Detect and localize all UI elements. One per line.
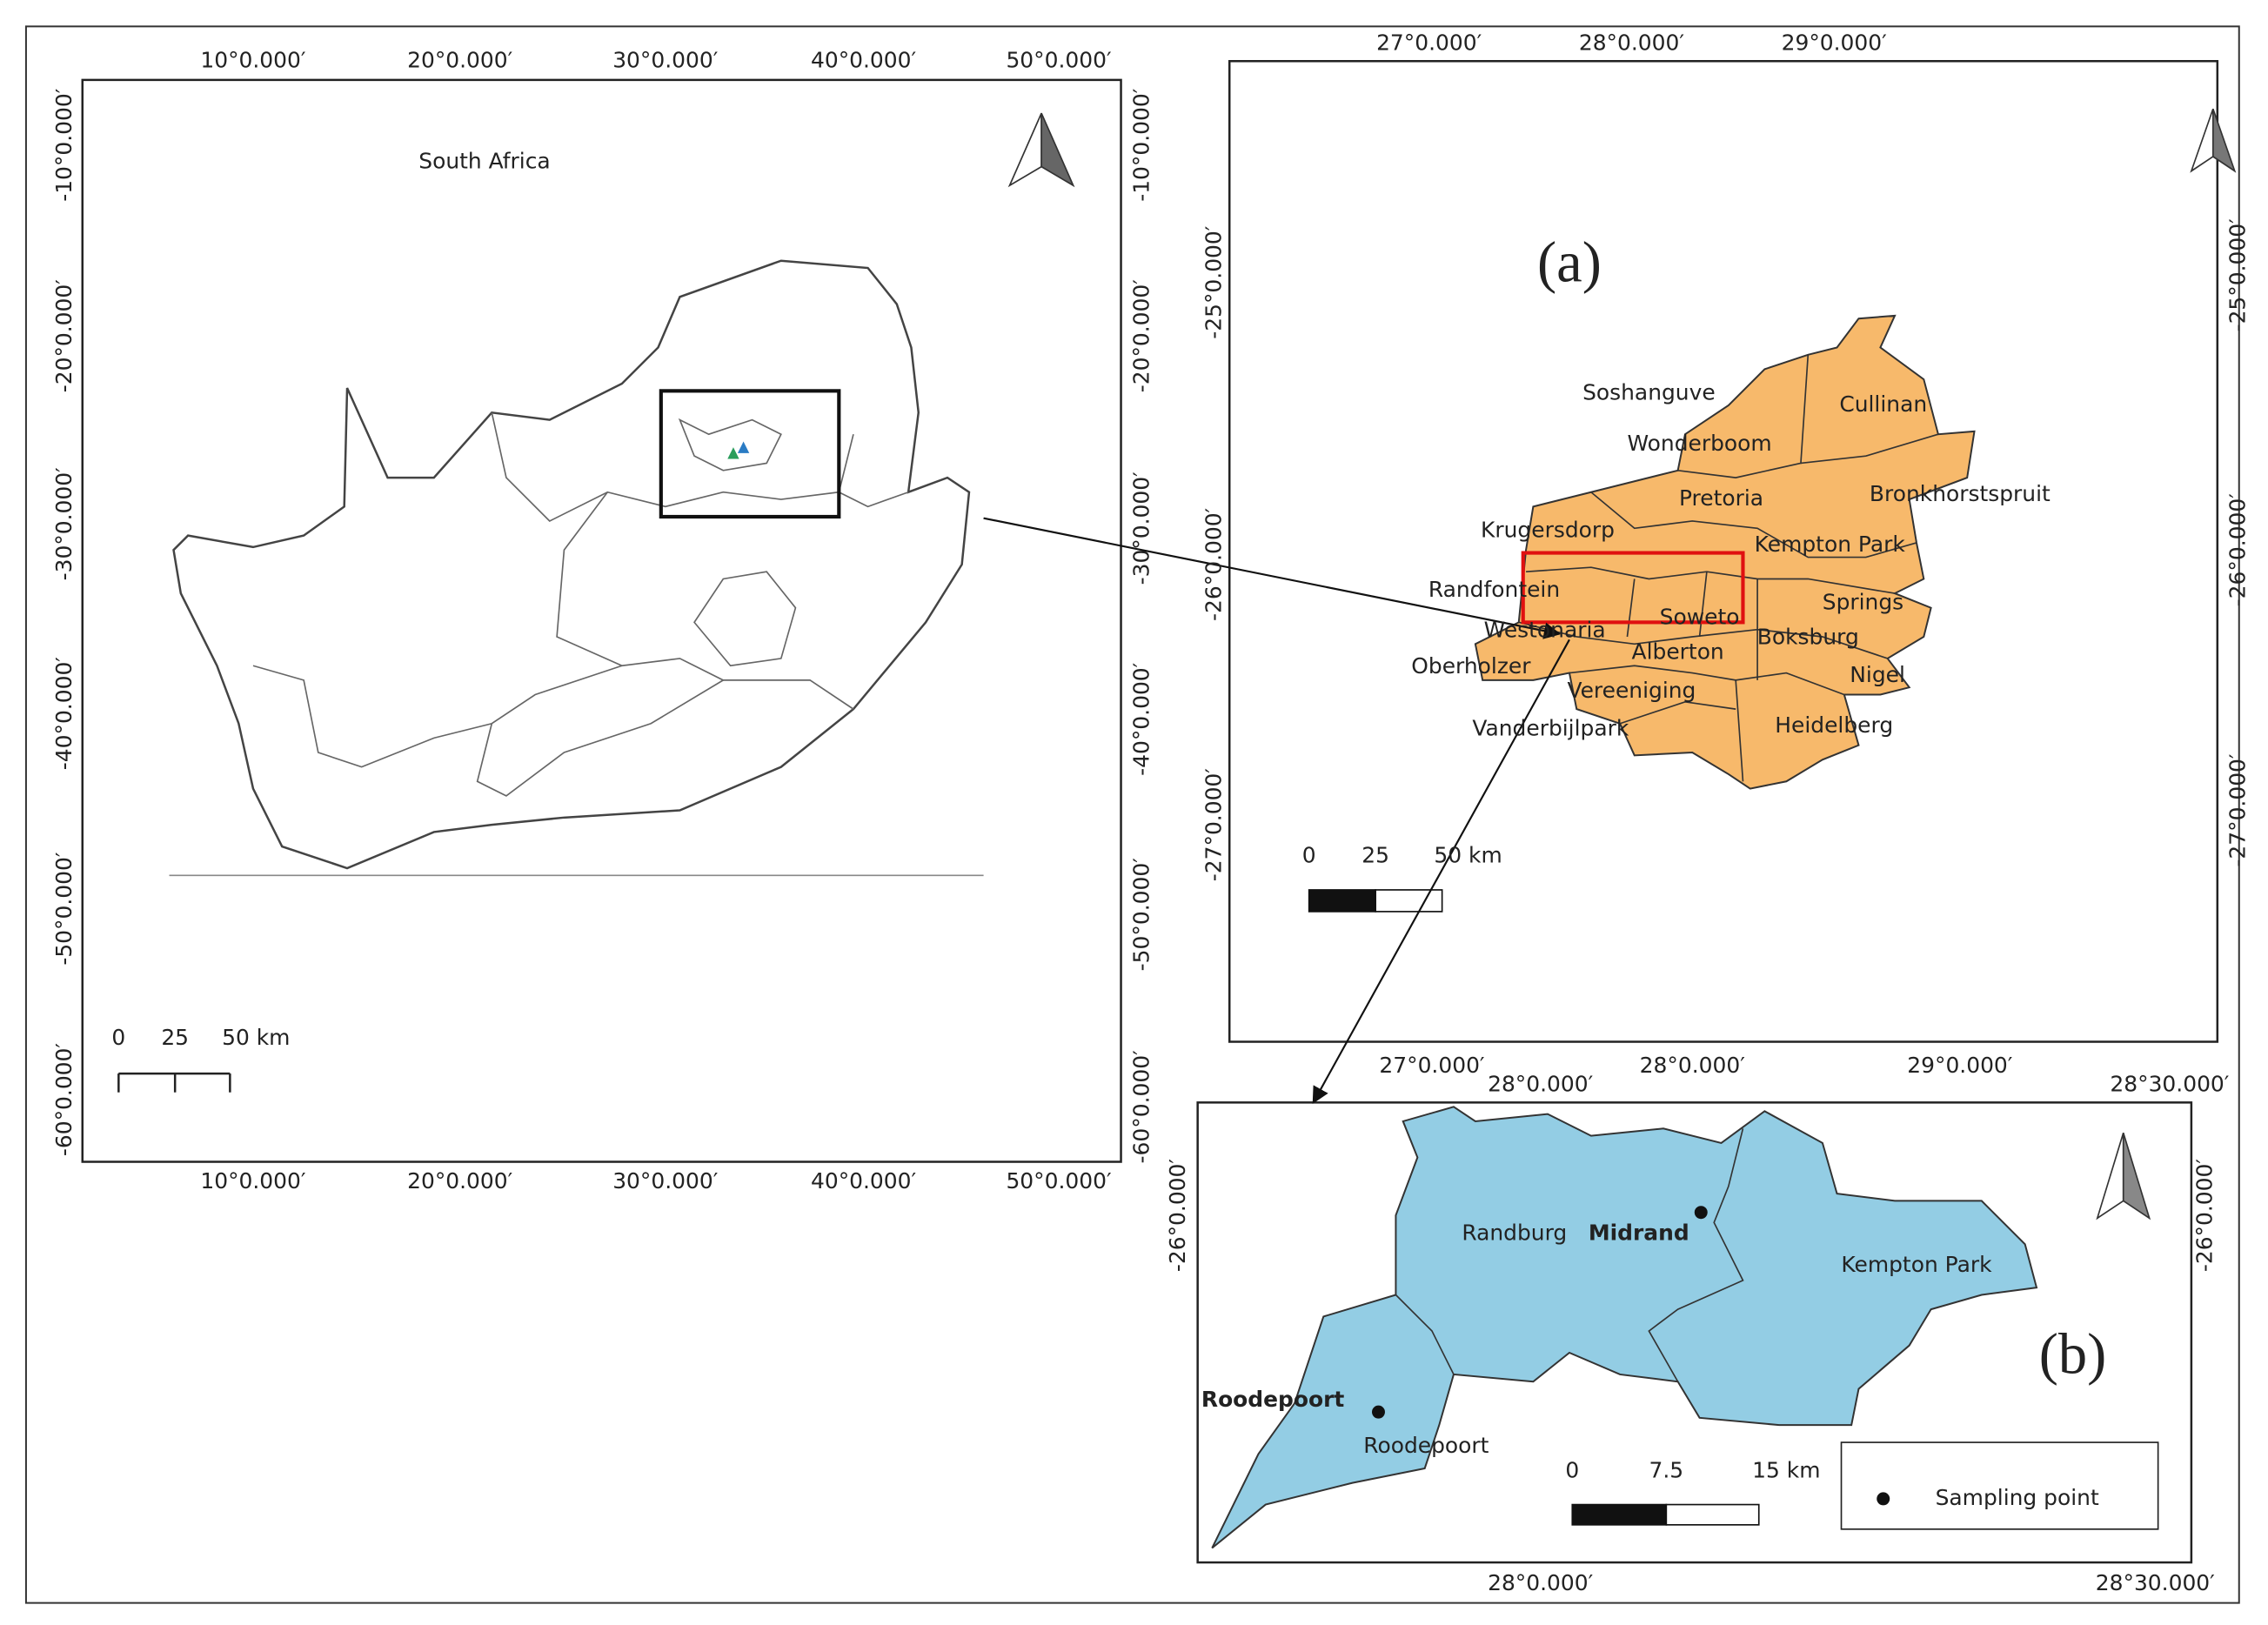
coord-label: -20°0.000′	[51, 279, 77, 393]
coord-label: -26°0.000′	[2192, 1159, 2218, 1273]
place-label: Oberholzer	[1411, 653, 1531, 679]
coord-label: -20°0.000′	[1128, 279, 1154, 393]
scale-bar	[117, 1072, 231, 1093]
scale-label: 15 km	[1752, 1457, 1820, 1482]
coord-label: 27°0.000′	[1376, 30, 1482, 55]
study-area	[1211, 1106, 2038, 1549]
coord-label: -40°0.000′	[51, 657, 77, 771]
coord-label: -10°0.000′	[51, 88, 77, 202]
coord-label: -27°0.000′	[2225, 753, 2251, 867]
place-label: Kempton Park	[1841, 1252, 1992, 1277]
place-label: Heidelberg	[1775, 712, 1893, 738]
coord-label: 10°0.000′	[200, 1168, 306, 1194]
north-arrow	[1007, 112, 1075, 188]
scale-label: 25	[161, 1025, 189, 1050]
place-label: Roodepoort	[1363, 1433, 1489, 1458]
place-label: Roodepoort	[1201, 1387, 1345, 1412]
place-label: Springs	[1823, 590, 1903, 615]
scale-label: 50 km	[1434, 843, 1502, 868]
connector-arrow	[1312, 639, 1570, 1105]
extent-box	[1521, 551, 1745, 625]
place-label: Cullinan	[1839, 391, 1927, 417]
coord-label: 28°0.000′	[1640, 1053, 1746, 1078]
scale-label: 0	[1565, 1457, 1579, 1482]
panel-label: (a)	[1537, 231, 1602, 294]
scale-bar	[1571, 1503, 1760, 1526]
legend-marker	[1877, 1492, 1890, 1506]
place-label: Pretoria	[1679, 485, 1763, 511]
place-label: Randburg	[1462, 1220, 1567, 1246]
coord-label: -30°0.000′	[1128, 471, 1154, 585]
coord-label: -60°0.000′	[1128, 1050, 1154, 1164]
panel-label: (b)	[2039, 1323, 2107, 1387]
legend-box	[1840, 1441, 2159, 1530]
coord-label: -27°0.000′	[1201, 768, 1227, 882]
place-label: Midrand	[1589, 1220, 1689, 1246]
scale-label: 7.5	[1649, 1457, 1684, 1482]
coord-label: 27°0.000′	[1379, 1053, 1485, 1078]
coord-label: -10°0.000′	[1128, 88, 1154, 202]
coord-label: -25°0.000′	[2225, 218, 2251, 332]
site-marker	[727, 447, 739, 459]
scale-label: 0	[111, 1025, 125, 1050]
coord-label: 28°30.000′	[2110, 1071, 2229, 1096]
coord-label: -26°0.000′	[1201, 507, 1227, 621]
coord-label: 28°0.000′	[1579, 30, 1685, 55]
coord-label: 10°0.000′	[200, 47, 306, 72]
coord-label: -50°0.000′	[51, 852, 77, 966]
region-borders	[1395, 1128, 1744, 1382]
place-label: Soweto	[1660, 604, 1740, 629]
coord-label: 40°0.000′	[811, 1168, 917, 1194]
site-marker	[737, 441, 750, 453]
outer-frame	[24, 25, 2240, 1604]
coord-label: 30°0.000′	[612, 47, 719, 72]
sampling-point	[1694, 1206, 1708, 1220]
north-arrow	[2190, 108, 2237, 173]
place-label: Nigel	[1850, 662, 1905, 687]
scale-bar	[1308, 889, 1443, 913]
place-label: Soshanguve	[1582, 380, 1716, 405]
place-label: Kempton Park	[1755, 532, 1906, 557]
scale-label: 50 km	[222, 1025, 290, 1050]
coord-label: -25°0.000′	[1201, 225, 1227, 339]
connector-arrow	[983, 517, 1562, 639]
coord-label: 30°0.000′	[612, 1168, 719, 1194]
north-arrow	[2096, 1133, 2151, 1220]
place-label: Boksburg	[1757, 625, 1859, 650]
legend-label: Sampling point	[1936, 1485, 2099, 1510]
place-label: Westonaria	[1484, 617, 1606, 642]
scale-label: 25	[1361, 843, 1389, 868]
coord-label: -26°0.000′	[1165, 1159, 1190, 1273]
coord-label: -26°0.000′	[2225, 493, 2251, 607]
coord-label: 50°0.000′	[1006, 47, 1112, 72]
coord-label: 28°30.000′	[2096, 1570, 2215, 1595]
coord-label: 20°0.000′	[407, 1168, 513, 1194]
coord-label: -50°0.000′	[1128, 858, 1154, 972]
municipal-borders	[1518, 354, 1939, 782]
place-label: Vereeniging	[1567, 678, 1696, 703]
sampling-point	[1372, 1405, 1385, 1419]
scale-label: 0	[1302, 843, 1316, 868]
place-label: Krugersdorp	[1481, 518, 1615, 543]
coord-label: 50°0.000′	[1006, 1168, 1112, 1194]
coord-label: 28°0.000′	[1488, 1071, 1594, 1096]
coord-label: -60°0.000′	[51, 1043, 77, 1157]
south-africa-outline	[172, 259, 971, 870]
coord-label: 29°0.000′	[1782, 30, 1888, 55]
province-borders	[252, 412, 909, 797]
coord-label: 40°0.000′	[811, 47, 917, 72]
coord-label: 29°0.000′	[1907, 1053, 2013, 1078]
extent-box	[659, 389, 841, 519]
place-label: Bronkhorstspruit	[1870, 481, 2051, 506]
place-label: Alberton	[1632, 639, 1724, 664]
coord-label: 20°0.000′	[407, 47, 513, 72]
coord-label: -30°0.000′	[51, 467, 77, 581]
place-label: Wonderboom	[1627, 431, 1771, 456]
coord-label: -40°0.000′	[1128, 662, 1154, 776]
place-label: Randfontein	[1428, 577, 1560, 602]
coord-label: 28°0.000′	[1488, 1570, 1594, 1595]
place-label: Vanderbijlpark	[1472, 715, 1629, 740]
map-title: South Africa	[418, 149, 550, 174]
